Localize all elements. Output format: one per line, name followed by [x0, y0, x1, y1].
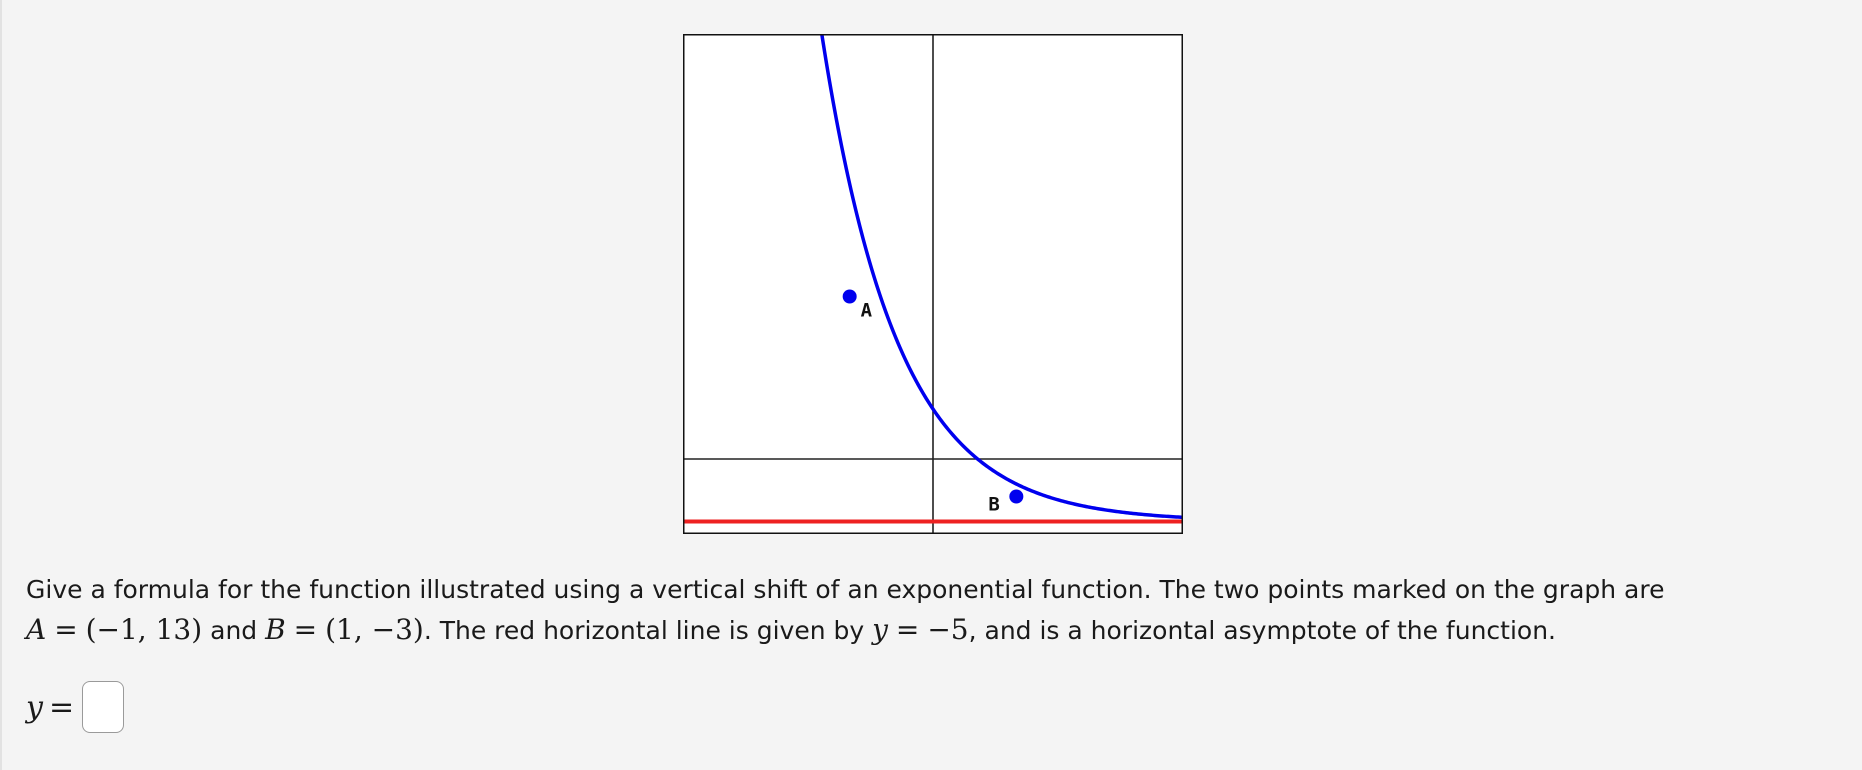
equals-sign: = [293, 613, 318, 646]
point-a-var: A [26, 613, 47, 646]
point-b-var: B [265, 613, 286, 646]
graph-svg: A B [683, 34, 1183, 534]
exponential-curve [820, 34, 1183, 520]
function-graph: A B [683, 34, 1183, 534]
point-a-coords: (−1, 13) [85, 613, 203, 646]
question-line-2: A = (−1, 13) and B = (1, −3). The red ho… [26, 610, 1826, 651]
point-b-label: B [988, 494, 999, 516]
asymptote-sentence: . The red horizontal line is given by [423, 616, 865, 645]
question-ending: , and is a horizontal asymptote of the f… [968, 616, 1556, 645]
answer-input[interactable] [82, 681, 125, 733]
and-text: and [210, 616, 258, 645]
point-a-marker [842, 289, 857, 304]
question-text: Give a formula for the function illustra… [26, 570, 1826, 651]
answer-equals: = [48, 689, 75, 725]
page-left-border [0, 0, 2, 770]
graph-frame [683, 34, 1183, 534]
point-a-label: A [861, 300, 873, 322]
point-b-coords: (1, −3) [325, 613, 424, 646]
y-var: y [872, 613, 888, 646]
answer-y-var: y [26, 689, 43, 725]
answer-row: y = [26, 680, 125, 734]
question-line-1: Give a formula for the function illustra… [26, 575, 1665, 604]
equals-sign: = [54, 613, 78, 646]
equals-sign: = [895, 613, 920, 646]
point-b-marker [1009, 489, 1024, 504]
asymptote-value: −5 [927, 613, 969, 646]
